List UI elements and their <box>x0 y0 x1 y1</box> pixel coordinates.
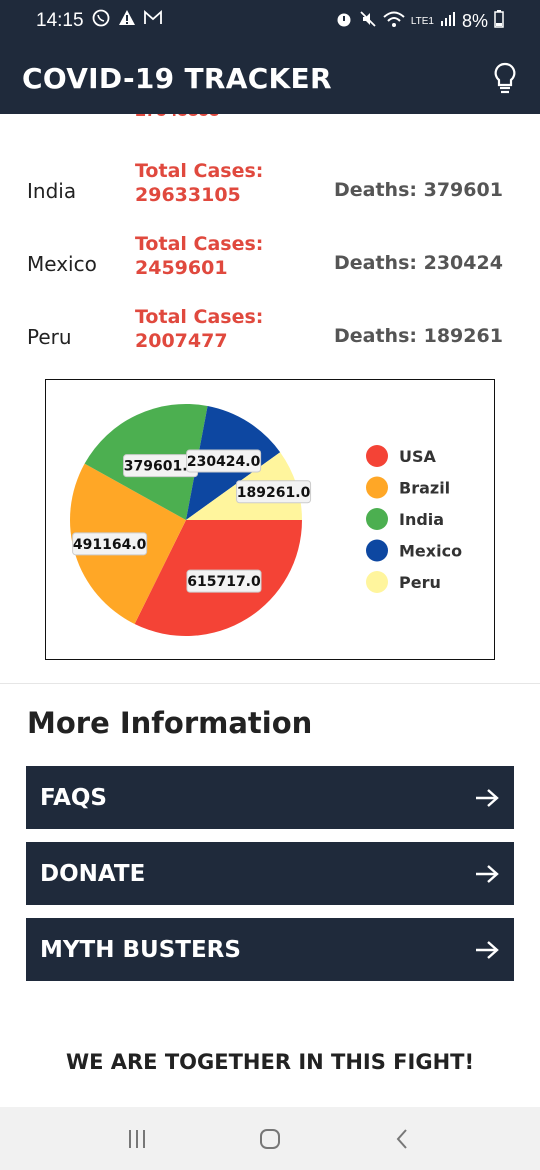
legend-entry-india: India <box>366 508 444 530</box>
legend-entry-brazil: Brazil <box>366 476 450 499</box>
section-divider <box>0 683 540 684</box>
gmail-icon <box>143 10 162 32</box>
legend-entry-peru: Peru <box>366 571 441 593</box>
back-icon[interactable] <box>383 1119 423 1159</box>
svg-text:379601.0: 379601.0 <box>124 459 198 475</box>
total-cases-value: 2007477 <box>135 330 228 352</box>
country-row-india: India Total Cases: 29633105 Deaths: 3796… <box>0 159 540 219</box>
alert-icon <box>118 9 136 33</box>
status-time: 14:15 <box>36 10 84 31</box>
home-icon[interactable] <box>250 1119 290 1159</box>
alarm-icon <box>335 10 353 33</box>
pie-value-label: 615717.0 <box>186 569 262 593</box>
donate-button-label: DONATE <box>40 860 146 887</box>
deaths-count: Deaths: 379601 <box>334 179 503 201</box>
total-cases-value: 29633105 <box>135 184 241 206</box>
network-label: LTE1 <box>410 15 434 27</box>
myth-busters-button[interactable]: MYTH BUSTERS <box>26 918 514 981</box>
arrow-right-icon <box>474 940 500 960</box>
svg-text:USA: USA <box>399 447 437 466</box>
wifi-icon <box>383 10 405 33</box>
total-cases: Total Cases: 2007477 <box>135 305 263 353</box>
signal-icon <box>440 11 456 32</box>
legend-entry-mexico: Mexico <box>366 539 462 562</box>
deaths-count: Deaths: 230424 <box>334 252 503 274</box>
arrow-right-icon <box>474 788 500 808</box>
status-bar: 14:15 LTE1 8% <box>0 0 540 42</box>
country-row-peru: Peru Total Cases: 2007477 Deaths: 189261 <box>0 305 540 365</box>
svg-text:491164.0: 491164.0 <box>73 537 147 553</box>
mute-icon <box>359 10 377 33</box>
country-name: Mexico <box>27 252 97 276</box>
battery-icon <box>494 9 504 33</box>
total-cases-value: 2459601 <box>135 257 228 279</box>
svg-text:Brazil: Brazil <box>399 479 450 498</box>
deaths-count: Deaths: 189261 <box>334 325 503 347</box>
total-cases-label: Total Cases: <box>135 233 264 255</box>
faqs-button-label: FAQS <box>40 784 107 811</box>
arrow-right-icon <box>474 864 500 884</box>
total-cases: Total Cases: 29633105 <box>135 159 263 207</box>
whatsapp-icon <box>92 9 110 33</box>
app-bar: COVID-19 TRACKER <box>0 42 540 114</box>
svg-text:189261.0: 189261.0 <box>237 485 311 501</box>
country-name: India <box>27 179 77 203</box>
system-nav-bar <box>0 1107 540 1170</box>
country-name: Peru <box>27 325 72 349</box>
country-row-mexico: Mexico Total Cases: 2459601 Deaths: 2304… <box>0 232 540 292</box>
app-title: COVID-19 TRACKER <box>22 61 332 95</box>
theme-toggle-bulb-icon[interactable] <box>492 61 518 95</box>
cut-off-total-cases: 17543853 <box>135 114 220 122</box>
donate-button[interactable]: DONATE <box>26 842 514 905</box>
pie-value-label: 230424.0 <box>186 449 262 473</box>
svg-text:615717.0: 615717.0 <box>187 574 261 590</box>
more-information-title: More Information <box>27 706 313 740</box>
deaths-pie-chart: 615717.0 491164.0 379601.0 230424.0 189261.0… <box>45 379 495 660</box>
svg-text:Mexico: Mexico <box>399 542 462 561</box>
myth-busters-button-label: MYTH BUSTERS <box>40 936 241 963</box>
total-cases-label: Total Cases: <box>135 160 264 182</box>
legend-entry-usa: USA <box>366 445 437 467</box>
svg-text:230424.0: 230424.0 <box>187 454 261 470</box>
faqs-button[interactable]: FAQS <box>26 766 514 829</box>
recent-apps-icon[interactable] <box>117 1119 157 1159</box>
main-content[interactable]: 17543853 India Total Cases: 29633105 Dea… <box>0 114 540 1107</box>
battery-level: 8% <box>461 10 488 31</box>
slogan-text: WE ARE TOGETHER IN THIS FIGHT! <box>65 1050 475 1074</box>
total-cases-label: Total Cases: <box>135 306 264 328</box>
svg-text:India: India <box>399 510 444 529</box>
svg-text:Peru: Peru <box>399 573 441 592</box>
pie-value-label: 491164.0 <box>72 532 148 556</box>
total-cases: Total Cases: 2459601 <box>135 232 263 280</box>
pie-value-label: 189261.0 <box>236 480 312 504</box>
